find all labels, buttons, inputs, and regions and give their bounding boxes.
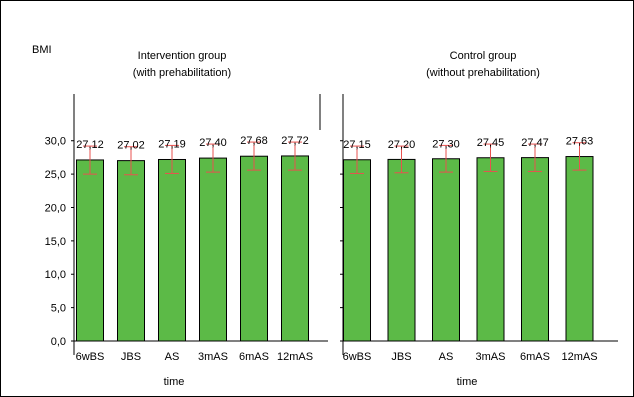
bar-12mAS	[565, 156, 594, 342]
y-tick-label: 20,0	[45, 202, 66, 214]
x-tick-label: AS	[439, 351, 454, 363]
bar-JBS	[387, 158, 416, 342]
panel-intervention: 27,12 6wBS 27,02 JBS 27,19 AS 27,40 3mAS 27,68 6m…	[71, 94, 328, 363]
data-label: 27,63	[566, 136, 594, 148]
y-tick-label: 0,0	[51, 336, 66, 348]
x-tick-label: AS	[165, 351, 180, 363]
data-label: 27,45	[477, 137, 505, 149]
x-tick-label: 6mAS	[239, 351, 269, 363]
y-axis: 0,0 5,0 10,0 15,0 20,0 25,0 30,0	[45, 136, 66, 348]
x-tick-label: 6wBS	[76, 351, 105, 363]
y-axis-label: BMI	[32, 44, 52, 56]
bar-12mAS	[281, 155, 309, 342]
y-tick-label: 10,0	[45, 269, 66, 281]
bar-6mAS	[240, 155, 268, 342]
x-tick-label: 12mAS	[561, 351, 597, 363]
x-axis-label-panel-1: time	[164, 376, 185, 388]
x-tick-label: 3mAS	[476, 351, 506, 363]
data-label: 27,47	[521, 137, 549, 149]
bar-AS	[158, 158, 186, 342]
bar-JBS	[117, 160, 145, 342]
x-tick-label: JBS	[391, 351, 411, 363]
panel-2-title-line1: Control group	[450, 50, 517, 62]
data-label: 27,19	[158, 138, 186, 150]
panel-control: 27,15 6wBS 27,20 JBS 27,30 AS 27,45 3mAS 27,47 6m…	[340, 94, 618, 363]
bar-6mAS	[521, 157, 549, 342]
x-axis-label-panel-2: time	[457, 376, 478, 388]
y-tick-label: 5,0	[51, 303, 66, 315]
data-label: 27,15	[343, 139, 371, 151]
data-label: 27,68	[240, 135, 268, 147]
bar-6wBS	[343, 159, 371, 342]
x-tick-label: 6wBS	[343, 351, 372, 363]
panel-2-title-line2: (without prehabilitation)	[426, 67, 540, 79]
data-label: 27,40	[199, 137, 227, 149]
x-tick-label: 3mAS	[198, 351, 228, 363]
data-label: 27,12	[76, 139, 104, 151]
y-tick-label: 15,0	[45, 236, 66, 248]
x-tick-label: 6mAS	[520, 351, 550, 363]
data-label: 27,20	[388, 139, 416, 151]
bar-6wBS	[76, 159, 104, 342]
data-label: 27,30	[432, 138, 460, 150]
panel-1-title-line2: (with prehabilitation)	[133, 67, 231, 79]
x-tick-label: JBS	[121, 351, 141, 363]
data-label: 27,02	[117, 140, 145, 152]
y-tick-label: 25,0	[45, 169, 66, 181]
y-tick-label: 30,0	[45, 136, 66, 148]
x-tick-label: 12mAS	[277, 351, 313, 363]
bar-AS	[432, 158, 460, 342]
bar-3mAS	[199, 157, 227, 342]
bar-3mAS	[476, 157, 505, 342]
data-label: 27,72	[281, 135, 309, 147]
panel-1-title-line1: Intervention group	[138, 50, 227, 62]
